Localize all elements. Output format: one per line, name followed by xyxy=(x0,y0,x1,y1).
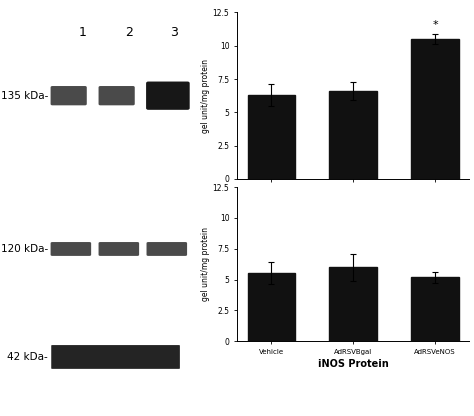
Text: *: * xyxy=(432,20,438,30)
Bar xyxy=(247,273,295,341)
X-axis label: eNOS Protein: eNOS Protein xyxy=(316,197,390,207)
Bar xyxy=(411,39,459,179)
FancyBboxPatch shape xyxy=(99,242,139,256)
FancyBboxPatch shape xyxy=(51,242,91,256)
FancyBboxPatch shape xyxy=(51,345,180,369)
FancyBboxPatch shape xyxy=(146,242,187,256)
Y-axis label: gel unit/mg protein: gel unit/mg protein xyxy=(201,59,210,133)
Text: 42 kDa-: 42 kDa- xyxy=(7,352,48,362)
Bar xyxy=(247,95,295,179)
Bar xyxy=(329,91,377,179)
Text: 120 kDa-: 120 kDa- xyxy=(1,244,48,254)
Text: 135 kDa-: 135 kDa- xyxy=(0,91,48,101)
Y-axis label: gel unit/mg protein: gel unit/mg protein xyxy=(201,227,210,301)
FancyBboxPatch shape xyxy=(51,86,87,105)
X-axis label: iNOS Protein: iNOS Protein xyxy=(318,359,389,369)
FancyBboxPatch shape xyxy=(146,82,190,110)
Text: 1: 1 xyxy=(79,26,87,39)
Bar xyxy=(411,277,459,341)
Text: 3: 3 xyxy=(171,26,178,39)
FancyBboxPatch shape xyxy=(99,86,135,105)
Text: 2: 2 xyxy=(125,26,133,39)
Bar xyxy=(329,267,377,341)
